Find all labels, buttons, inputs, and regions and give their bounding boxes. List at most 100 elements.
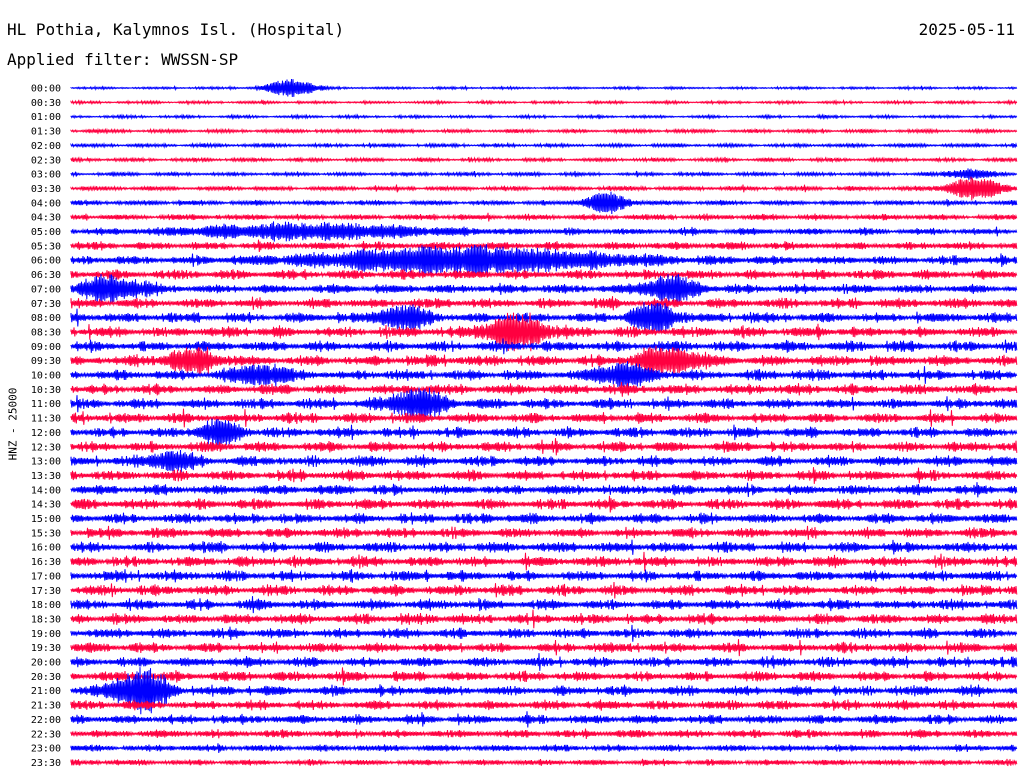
- row-time-label: 04:30: [31, 213, 61, 224]
- row-time-label: 12:30: [31, 442, 61, 453]
- seismic-trace: [70, 596, 1018, 614]
- seismic-trace: [70, 581, 1018, 599]
- seismic-trace: [70, 176, 1018, 201]
- row-time-label: 11:30: [31, 414, 61, 425]
- seismic-trace: [70, 273, 1018, 304]
- seismic-trace: [70, 551, 1018, 572]
- row-time-label: 10:30: [31, 385, 61, 396]
- row-time-label: 03:30: [31, 184, 61, 195]
- row-time-label: 23:00: [31, 744, 61, 755]
- seismic-trace: [70, 438, 1018, 456]
- trace-rows: 00:00 00:30 01:00 01:30 02:00 02:30 03:00 03:30…: [31, 78, 1018, 769]
- row-time-label: 14:00: [31, 485, 61, 496]
- seismic-trace: [70, 418, 1018, 447]
- seismic-trace: [70, 78, 1018, 98]
- row-time-label: 17:00: [31, 571, 61, 582]
- row-time-label: 16:00: [31, 543, 61, 554]
- seismic-trace: [70, 758, 1018, 767]
- seismic-trace: [70, 408, 1018, 428]
- row-time-label: 06:00: [31, 256, 61, 267]
- filter-label: Applied filter: WWSSN-SP: [7, 50, 239, 69]
- row-time-label: 06:30: [31, 270, 61, 281]
- row-time-label: 18:30: [31, 614, 61, 625]
- seismic-trace: [70, 699, 1018, 711]
- row-time-label: 00:30: [31, 98, 61, 109]
- seismic-trace: [70, 296, 1018, 311]
- seismic-trace: [70, 653, 1018, 671]
- seismic-trace: [70, 495, 1018, 513]
- row-time-label: 02:30: [31, 155, 61, 166]
- row-time-label: 14:30: [31, 500, 61, 511]
- row-time-label: 20:00: [31, 658, 61, 669]
- seismic-trace: [70, 345, 1018, 376]
- row-time-label: 18:00: [31, 600, 61, 611]
- row-time-label: 05:00: [31, 227, 61, 238]
- seismic-trace: [70, 244, 1018, 277]
- row-time-label: 16:30: [31, 557, 61, 568]
- row-time-label: 13:00: [31, 457, 61, 468]
- seismic-trace: [70, 98, 1018, 106]
- seismic-trace: [70, 512, 1018, 525]
- row-time-label: 09:30: [31, 356, 61, 367]
- row-time-label: 23:30: [31, 758, 61, 769]
- seismic-trace: [70, 624, 1018, 642]
- row-time-label: 11:00: [31, 399, 61, 410]
- row-time-label: 09:00: [31, 342, 61, 353]
- row-time-label: 01:00: [31, 112, 61, 123]
- seismic-trace: [70, 191, 1018, 215]
- seismic-trace: [70, 212, 1018, 222]
- seismic-trace: [70, 728, 1018, 739]
- row-time-label: 07:30: [31, 299, 61, 310]
- seismic-trace: [70, 113, 1018, 121]
- seismic-trace: [70, 302, 1018, 334]
- row-time-label: 15:30: [31, 528, 61, 539]
- seismic-trace: [70, 449, 1018, 473]
- seismic-trace: [70, 156, 1018, 164]
- row-time-label: 17:30: [31, 586, 61, 597]
- row-time-label: 19:30: [31, 643, 61, 654]
- row-time-label: 19:00: [31, 629, 61, 640]
- row-time-label: 07:00: [31, 284, 61, 295]
- seismic-trace: [70, 141, 1018, 150]
- seismic-trace: [70, 525, 1018, 540]
- seismic-trace: [70, 539, 1018, 555]
- seismic-trace: [70, 387, 1018, 420]
- seismic-trace: [70, 609, 1018, 629]
- seismic-trace: [70, 361, 1018, 389]
- seismic-trace: [70, 239, 1018, 253]
- seismic-trace: [70, 482, 1018, 498]
- row-time-label: 04:00: [31, 198, 61, 209]
- seismic-trace: [70, 312, 1018, 352]
- seismic-trace: [70, 168, 1018, 180]
- row-time-label: 15:00: [31, 514, 61, 525]
- row-time-label: 22:30: [31, 729, 61, 740]
- row-time-label: 05:30: [31, 241, 61, 252]
- row-time-label: 21:00: [31, 686, 61, 697]
- seismic-trace: [70, 711, 1018, 728]
- row-time-label: 22:00: [31, 715, 61, 726]
- seismic-trace: [70, 127, 1018, 135]
- seismic-trace: [70, 743, 1018, 753]
- record-date: 2025-05-11: [918, 20, 1015, 39]
- seismic-trace: [70, 338, 1018, 355]
- station-title: HL Pothia, Kalymnos Isl. (Hospital): [7, 20, 345, 39]
- row-time-label: 08:30: [31, 327, 61, 338]
- row-time-label: 01:30: [31, 127, 61, 138]
- row-time-label: 03:00: [31, 170, 61, 181]
- seismic-trace: [70, 667, 1018, 686]
- seismic-trace: [70, 221, 1018, 242]
- seismic-trace: [70, 269, 1018, 280]
- seismic-trace: [70, 667, 1018, 715]
- seismic-trace: [70, 381, 1018, 397]
- row-time-label: 20:30: [31, 672, 61, 683]
- row-time-label: 08:00: [31, 313, 61, 324]
- seismic-trace: [70, 569, 1018, 583]
- seismic-trace: [70, 639, 1018, 657]
- row-time-label: 13:30: [31, 471, 61, 482]
- row-time-label: 12:00: [31, 428, 61, 439]
- row-time-label: 00:00: [31, 84, 61, 95]
- row-time-label: 21:30: [31, 701, 61, 712]
- row-time-label: 02:00: [31, 141, 61, 152]
- seismic-trace: [70, 467, 1018, 484]
